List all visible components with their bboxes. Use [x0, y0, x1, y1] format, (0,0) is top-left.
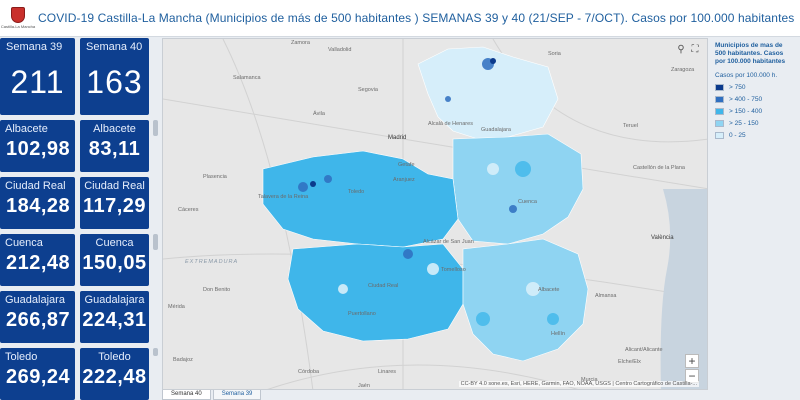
- map-label-elche: Elche/Elx: [618, 359, 641, 365]
- search-icon[interactable]: ⚲: [677, 43, 685, 55]
- legend-item: > 150 - 400: [715, 108, 795, 115]
- province-cuenca: [452, 133, 584, 245]
- map-label-jaen: Jaén: [358, 383, 370, 389]
- tile-value: 163: [86, 64, 143, 100]
- map-label-castellon: Castellón de la Plana: [633, 165, 685, 171]
- legend-panel: Municipios de mas de 500 habitantes. Cas…: [710, 38, 800, 400]
- tile-week39[interactable]: Semana 39 211: [0, 38, 75, 115]
- map-label-extremadura: EXTREMADURA: [185, 259, 239, 265]
- map-label-alcala: Alcalá de Henares: [428, 121, 473, 127]
- legend-swatch: [715, 84, 724, 91]
- map-label-aranjuez: Aranjuez: [393, 177, 415, 183]
- tile-guadalajara-w39[interactable]: Guadalajara 266,87: [0, 291, 75, 343]
- map-label-madrid: Madrid: [388, 135, 407, 141]
- map-tab-bar: Semana 40 Semana 39: [162, 390, 263, 400]
- scrollbar-thumb[interactable]: [153, 120, 158, 136]
- jccm-logo: Castilla-La Mancha: [1, 5, 35, 31]
- tile-label: Semana 39: [6, 41, 63, 53]
- map-label-linares: Linares: [378, 369, 397, 375]
- map-label-alicante: Alicant/Alicante: [625, 347, 663, 353]
- tile-albacete-w39[interactable]: Albacete 102,98: [0, 120, 75, 172]
- province-ciudad-real: [287, 243, 464, 342]
- tile-value: 211: [10, 64, 65, 100]
- tile-week40[interactable]: Semana 40 163: [80, 38, 149, 115]
- map-label-teruel: Teruel: [623, 123, 638, 129]
- legend-title: Municipios de mas de 500 habitantes. Cas…: [715, 42, 786, 65]
- tile-ciudad-real-w39[interactable]: Ciudad Real 184,28: [0, 177, 75, 229]
- map-label-badajoz: Badajoz: [173, 357, 193, 363]
- map-label-valladolid: Valladolid: [328, 47, 352, 53]
- map-label-soria: Soria: [548, 51, 561, 57]
- app-header: Castilla-La Mancha COVID-19 Castilla-La …: [0, 0, 800, 37]
- map-label-alcazar: Alcázar de San Juan: [423, 239, 474, 245]
- map-label-hellin: Hellín: [551, 331, 566, 337]
- map-label-ciudad-real: Ciudad Real: [368, 283, 399, 289]
- map-label-avila: Ávila: [313, 111, 325, 117]
- map-label-merida: Mérida: [168, 304, 185, 310]
- map-label-almansa: Almansa: [595, 293, 617, 299]
- tab-semana-39[interactable]: Semana 39: [212, 390, 262, 400]
- map-label-tomelloso: Tomelloso: [441, 267, 466, 273]
- zoom-in-button[interactable]: +: [685, 354, 699, 368]
- fullscreen-icon[interactable]: ⛶: [691, 43, 699, 55]
- map-label-guadalajara: Guadalajara: [481, 127, 511, 133]
- map-canvas[interactable]: [163, 39, 708, 390]
- legend-subtitle: Casos por 100.000 h.: [715, 72, 778, 79]
- map-view[interactable]: Zamora Valladolid Salamanca Ávila Segovi…: [162, 38, 708, 390]
- map-label-zaragoza: Zaragoza: [671, 67, 695, 73]
- map-label-talavera: Talavera de la Reina: [258, 194, 309, 200]
- scrollbar-thumb[interactable]: [153, 348, 158, 356]
- legend-swatch: [715, 120, 724, 127]
- province-toledo: [262, 150, 459, 248]
- map-attribution: CC-BY 4.0 sone.es, Esri, HERE, Garmin, F…: [458, 381, 699, 387]
- tile-label: Semana 40: [86, 41, 143, 53]
- legend-swatch: [715, 96, 724, 103]
- scrollbar-thumb[interactable]: [153, 234, 158, 250]
- tile-toledo-w40[interactable]: Toledo 222,48: [80, 348, 149, 400]
- map-label-segovia: Segovia: [358, 87, 378, 93]
- province-albacete: [462, 238, 589, 362]
- tile-cuenca-w39[interactable]: Cuenca 212,48: [0, 234, 75, 286]
- tab-semana-40[interactable]: Semana 40: [162, 390, 211, 400]
- map-label-don-benito: Don Benito: [203, 287, 231, 293]
- map-label-cordoba: Córdoba: [298, 369, 320, 375]
- legend-swatch: [715, 108, 724, 115]
- map-label-murcia: Murcia: [581, 377, 598, 383]
- legend-item: > 25 - 150: [715, 120, 795, 127]
- map-label-getafe: Getafe: [398, 162, 415, 168]
- tile-albacete-w40[interactable]: Albacete 83,11: [80, 120, 149, 172]
- map-label-cuenca: Cuenca: [518, 199, 537, 205]
- map-label-valencia: València: [651, 235, 674, 241]
- map-label-plasencia: Plasencia: [203, 174, 227, 180]
- tile-guadalajara-w40[interactable]: Guadalajara 224,31: [80, 291, 149, 343]
- map-label-zamora: Zamora: [291, 40, 310, 46]
- legend-item: > 400 - 750: [715, 96, 795, 103]
- map-label-toledo: Toledo: [348, 189, 365, 195]
- dashboard-title: COVID-19 Castilla-La Mancha (Municipios …: [38, 11, 795, 25]
- legend-item: 0 - 25: [715, 132, 795, 139]
- tile-cuenca-w40[interactable]: Cuenca 150,05: [80, 234, 149, 286]
- province-guadalajara: [417, 46, 559, 140]
- map-label-caceres: Cáceres: [178, 207, 199, 213]
- map-label-albacete: Albacete: [538, 287, 560, 293]
- tile-ciudad-real-w40[interactable]: Ciudad Real 117,29: [80, 177, 149, 229]
- legend-item: > 750: [715, 84, 795, 91]
- legend-swatch: [715, 132, 724, 139]
- map-label-salamanca: Salamanca: [233, 75, 261, 81]
- map-label-puertollano: Puertollano: [348, 311, 376, 317]
- indicator-panel: Semana 39 211 Semana 40 163 Albacete 102…: [0, 38, 160, 400]
- tile-toledo-w39[interactable]: Toledo 269,24: [0, 348, 75, 400]
